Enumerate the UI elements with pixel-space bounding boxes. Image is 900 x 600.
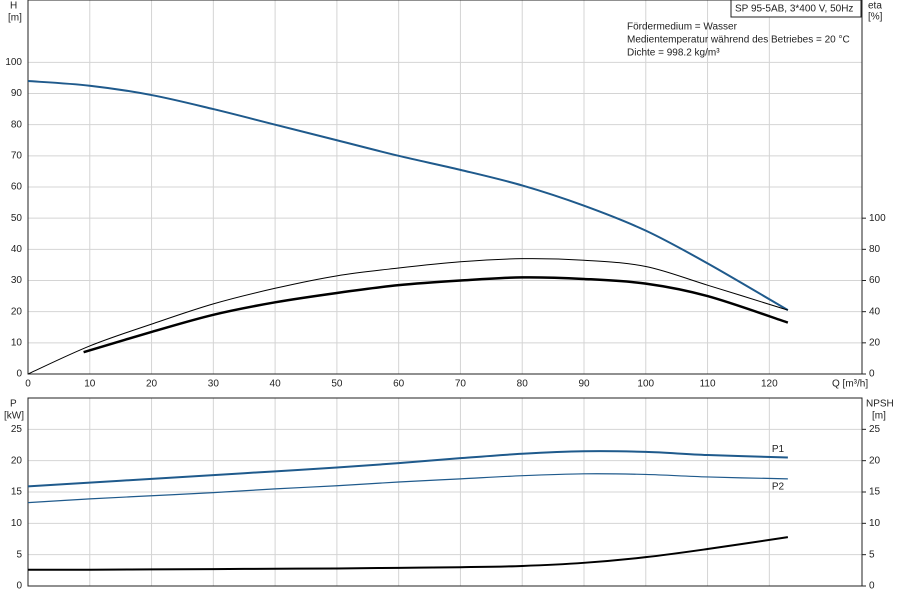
y2-tick-label: 25	[869, 424, 881, 435]
x-tick-label: 60	[393, 379, 405, 390]
x-label: Q [m³/h]	[832, 379, 868, 390]
y2-tick-label: 100	[869, 213, 886, 224]
x-tick-label: 90	[578, 379, 590, 390]
y-tick-label: 20	[11, 306, 23, 317]
y2-tick-label: 20	[869, 337, 881, 348]
y2-tick-label: 5	[869, 549, 875, 560]
curve	[27, 536, 789, 571]
y2-tick-label: 40	[869, 306, 881, 317]
y2-tick-label: 0	[869, 581, 875, 592]
curve	[27, 473, 788, 504]
y-tick-label: 50	[11, 213, 23, 224]
annotation: Dichte = 998.2 kg/m³	[627, 48, 720, 59]
y2-tick-label: 60	[869, 275, 881, 286]
plot-frame	[27, 397, 863, 587]
y-tick-label: 40	[11, 244, 23, 255]
y-tick-label: 15	[11, 487, 23, 498]
curve	[27, 258, 789, 375]
y-tick-label: 20	[11, 455, 23, 466]
y2-tick-label: 20	[869, 455, 881, 466]
curve	[83, 276, 789, 354]
title-box	[730, 0, 862, 18]
y2-tick-label: 10	[869, 518, 881, 529]
y2-label: NPSH	[866, 399, 894, 410]
x-tick-label: 0	[25, 379, 31, 390]
x-tick-label: 100	[637, 379, 654, 390]
y-label: H	[10, 1, 17, 12]
chart-title: SP 95-5AB, 3*400 V, 50Hz	[735, 4, 853, 15]
y-tick-label: 10	[11, 518, 23, 529]
x-tick-label: 70	[455, 379, 467, 390]
y-unit: [kW]	[4, 411, 24, 422]
y-tick-label: 5	[16, 549, 22, 560]
x-tick-label: 40	[270, 379, 282, 390]
x-tick-label: 10	[84, 379, 96, 390]
annotation: Medientemperatur während des Betriebes =…	[627, 35, 850, 46]
y-tick-label: 25	[11, 424, 23, 435]
y-unit: [m]	[8, 13, 22, 24]
y2-label: eta	[868, 1, 882, 12]
y-tick-label: 10	[11, 337, 23, 348]
y2-unit: [%]	[868, 12, 883, 23]
annotation: Fördermedium = Wasser	[627, 22, 738, 33]
y-tick-label: 60	[11, 182, 23, 193]
y-tick-label: 30	[11, 275, 23, 286]
series-label: P2	[772, 481, 785, 492]
x-tick-label: 50	[331, 379, 343, 390]
x-tick-label: 110	[700, 379, 716, 390]
curve	[27, 80, 789, 311]
x-tick-label: 30	[208, 379, 220, 390]
curve	[27, 450, 788, 488]
y-tick-label: 100	[5, 57, 22, 68]
y2-tick-label: 80	[869, 244, 881, 255]
x-tick-label: 20	[146, 379, 158, 390]
y-tick-label: 80	[11, 119, 23, 130]
y-label: P	[10, 399, 17, 410]
x-tick-label: 80	[517, 379, 529, 390]
series-label: P1	[772, 444, 785, 455]
y2-unit: [m]	[872, 411, 886, 422]
y-tick-label: 0	[16, 581, 22, 592]
y-tick-label: 90	[11, 88, 23, 99]
y2-tick-label: 15	[869, 487, 881, 498]
y2-tick-label: 0	[869, 369, 875, 380]
x-tick-label: 120	[761, 379, 778, 390]
y-tick-label: 70	[11, 150, 23, 161]
plot-frame	[27, 0, 863, 375]
y-tick-label: 0	[16, 369, 22, 380]
